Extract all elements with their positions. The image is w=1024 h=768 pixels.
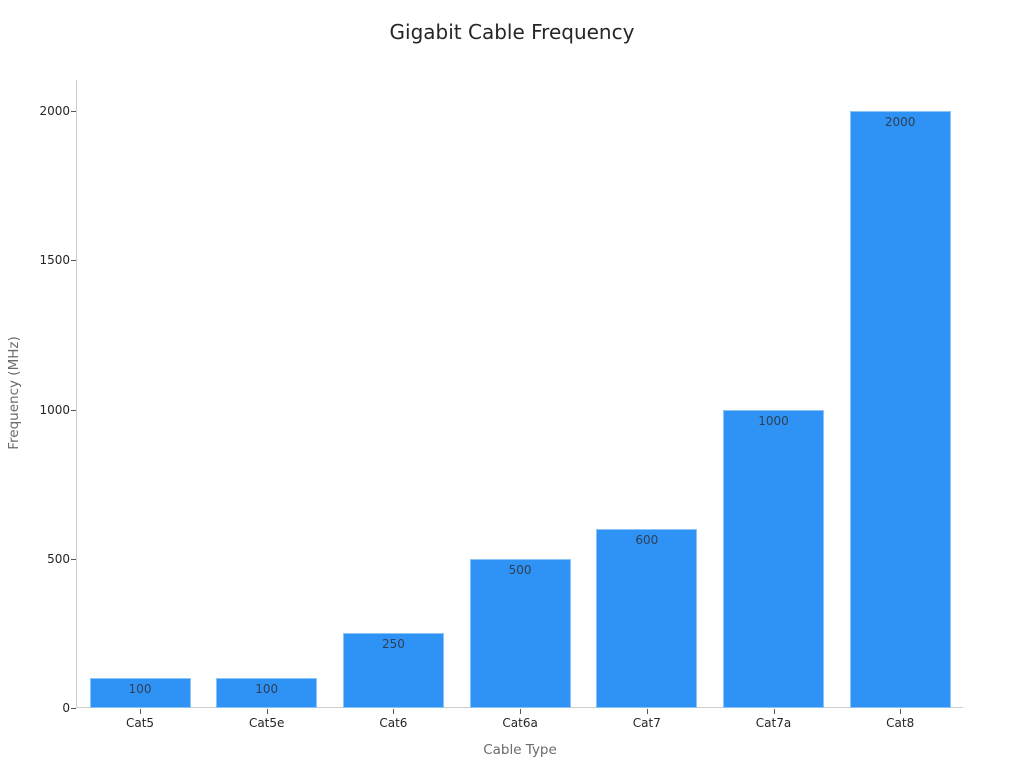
bar-value-label: 2000 bbox=[884, 115, 916, 129]
bar-value-label: 1000 bbox=[758, 413, 789, 428]
bar-value-label: 100 bbox=[128, 682, 152, 697]
x-tick-mark bbox=[393, 709, 395, 714]
x-tick-label: Cat6 bbox=[379, 716, 408, 730]
bar-value-label: 250 bbox=[381, 637, 405, 652]
x-tick-label: Cat6a bbox=[502, 716, 538, 730]
x-tick-mark bbox=[900, 709, 902, 714]
bar-cat7a: 1000 bbox=[723, 409, 824, 708]
x-tick-mark bbox=[140, 709, 141, 714]
bar-cat8: 2000 bbox=[849, 111, 951, 708]
bar-value-label: 100 bbox=[255, 682, 279, 697]
x-tick-label: Cat7 bbox=[632, 716, 661, 730]
x-tick-mark bbox=[266, 709, 268, 714]
bar-cat5: 100 bbox=[89, 678, 191, 708]
y-tick-mark bbox=[71, 558, 76, 560]
chart-title: Gigabit Cable Frequency bbox=[389, 20, 635, 44]
y-tick-label: 2000 bbox=[39, 104, 70, 118]
y-tick-label: 1000 bbox=[39, 402, 70, 417]
bar-value-label: 500 bbox=[508, 562, 532, 577]
y-tick-mark bbox=[71, 260, 76, 262]
y-tick-mark bbox=[71, 409, 76, 411]
y-tick-mark bbox=[71, 708, 76, 709]
y-tick-mark bbox=[71, 111, 76, 112]
x-tick-mark bbox=[520, 709, 522, 714]
x-tick-mark bbox=[646, 709, 648, 714]
x-tick-label: Cat7a bbox=[755, 716, 792, 730]
x-tick-label: Cat5 bbox=[125, 716, 155, 730]
bar-cat7: 600 bbox=[596, 528, 698, 708]
bar-cat6a: 500 bbox=[469, 558, 571, 708]
bar-cat5e: 100 bbox=[216, 678, 318, 708]
x-tick-label: Cat5e bbox=[248, 716, 285, 730]
y-tick-label: 0 bbox=[62, 701, 70, 715]
y-axis-line bbox=[76, 80, 77, 708]
x-tick-label: Cat8 bbox=[886, 716, 915, 730]
y-tick-label: 1500 bbox=[39, 253, 70, 268]
y-axis-label: Frequency (MHz) bbox=[6, 336, 22, 450]
bar-value-label: 600 bbox=[635, 532, 659, 547]
x-tick-mark bbox=[773, 709, 775, 714]
bar-cat6: 250 bbox=[342, 633, 444, 708]
y-tick-label: 500 bbox=[47, 551, 70, 566]
x-axis-label: Cable Type bbox=[483, 742, 557, 758]
